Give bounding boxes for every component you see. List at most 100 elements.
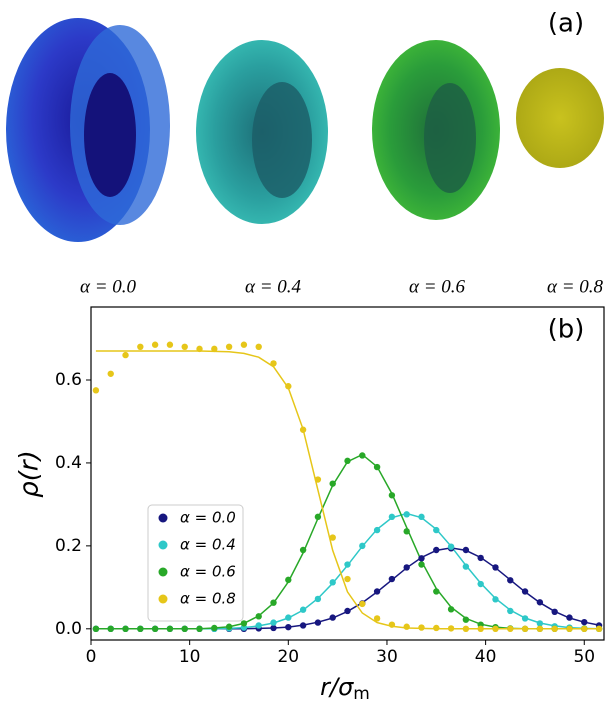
data-point [344,561,351,568]
data-point [255,613,262,620]
data-point [507,607,514,615]
x-axis-label-main: r/σ [320,673,354,701]
data-point [255,343,262,351]
data-point [462,546,470,554]
data-point [388,513,396,521]
data-point [403,528,410,535]
data-point [462,625,470,633]
data-point [388,492,396,499]
data-point [373,463,381,471]
data-point [403,511,410,518]
data-point [240,341,248,348]
cluster-images [6,18,604,242]
data-point [373,615,381,622]
legend-label: α = 0.6 [180,563,236,581]
fit-line [95,350,600,630]
data-point [462,563,470,570]
data-point [373,526,381,534]
data-point [270,624,277,632]
legend-marker [158,513,168,523]
data-point [433,526,440,534]
data-point [551,608,558,616]
data-point [285,623,292,631]
data-point [181,343,188,351]
legend-marker [158,540,168,550]
cluster-0-core [84,73,136,197]
data-point [329,579,336,586]
data-point [329,614,336,621]
cluster-2-core [424,83,476,193]
data-point [433,546,440,554]
data-point [359,452,366,459]
data-point [329,480,336,487]
data-point [166,625,174,633]
data-point [521,615,529,622]
data-point [373,588,381,595]
data-point [225,623,233,630]
data-point [255,622,262,629]
data-point [151,625,159,633]
data-point [270,599,277,606]
data-point [329,534,336,541]
data-point [447,625,455,632]
data-point [314,513,322,521]
data-point [447,606,455,613]
data-point [477,625,484,633]
data-point [270,619,277,626]
data-point [551,625,558,633]
legend-label: α = 0.4 [180,536,236,554]
legend-marker [158,594,168,604]
data-point [492,564,499,571]
data-point [595,625,603,633]
data-point [507,577,514,584]
x-tick-label: 10 [179,647,201,667]
data-point [492,625,499,633]
data-point [299,622,307,629]
data-point [477,554,484,562]
data-point [166,341,174,348]
data-point [314,476,322,483]
data-point [507,625,514,633]
legend-label: α = 0.8 [180,590,236,608]
data-point [196,345,203,353]
data-point [299,426,307,433]
data-point [536,599,544,606]
cluster-3 [516,68,604,168]
caption: α = 0.8 [547,276,604,297]
data-point [521,625,529,633]
data-point [536,620,544,627]
data-point [418,555,425,562]
data-point [314,619,322,626]
data-point [359,542,366,550]
data-point [403,564,410,571]
legend-marker [158,567,168,577]
data-point [388,575,396,583]
data-point [122,351,129,359]
plot-frame [90,306,605,641]
data-point [447,543,455,550]
data-point [462,616,470,623]
caption: α = 0.6 [409,276,466,297]
data-point [285,576,292,584]
data-point [418,624,425,631]
data-point [92,387,100,394]
data-point [566,625,573,633]
data-point [418,561,425,568]
x-tick-label: 50 [573,647,595,667]
data-point [137,625,144,633]
x-tick-label: 0 [86,647,97,667]
data-point [344,457,351,465]
data-point [344,575,351,583]
cluster-1-core [252,82,312,198]
data-point [151,341,159,348]
data-point [299,606,307,613]
data-point [107,625,114,633]
data-point [107,370,114,377]
y-tick-label: 0.2 [55,536,82,556]
data-point [225,343,233,351]
data-point [388,621,396,628]
panel-label-b: (b) [548,315,585,345]
data-point [566,614,573,621]
caption: α = 0.4 [245,276,302,297]
